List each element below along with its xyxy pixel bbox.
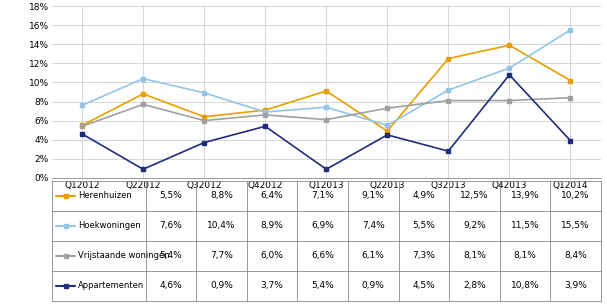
Text: 12,5%: 12,5% <box>460 192 489 200</box>
Text: 5,4%: 5,4% <box>311 282 334 290</box>
Text: Vrijstaande woningen: Vrijstaande woningen <box>78 251 170 261</box>
Text: 6,0%: 6,0% <box>260 251 283 261</box>
Text: 6,6%: 6,6% <box>311 251 334 261</box>
Text: 9,2%: 9,2% <box>463 221 486 230</box>
Text: 13,9%: 13,9% <box>510 192 540 200</box>
Text: 6,9%: 6,9% <box>311 221 334 230</box>
Text: 6,1%: 6,1% <box>362 251 385 261</box>
Text: 3,9%: 3,9% <box>564 282 587 290</box>
Text: 8,4%: 8,4% <box>565 251 587 261</box>
Text: 15,5%: 15,5% <box>561 221 590 230</box>
Text: 0,9%: 0,9% <box>210 282 233 290</box>
Text: 11,5%: 11,5% <box>510 221 540 230</box>
Text: 7,7%: 7,7% <box>210 251 233 261</box>
Text: 7,6%: 7,6% <box>160 221 183 230</box>
Text: Appartementen: Appartementen <box>78 282 144 290</box>
Text: 2,8%: 2,8% <box>463 282 486 290</box>
Text: 6,4%: 6,4% <box>261 192 283 200</box>
Text: 5,5%: 5,5% <box>412 221 435 230</box>
Text: 8,8%: 8,8% <box>210 192 233 200</box>
Text: Hoekwoningen: Hoekwoningen <box>78 221 141 230</box>
Text: 7,4%: 7,4% <box>362 221 385 230</box>
Text: 7,1%: 7,1% <box>311 192 334 200</box>
Text: 4,9%: 4,9% <box>413 192 435 200</box>
Text: 4,5%: 4,5% <box>413 282 435 290</box>
Text: 5,5%: 5,5% <box>160 192 183 200</box>
Text: 7,3%: 7,3% <box>412 251 435 261</box>
Text: 10,2%: 10,2% <box>561 192 590 200</box>
Text: 8,1%: 8,1% <box>463 251 486 261</box>
Text: 10,8%: 10,8% <box>510 282 540 290</box>
Text: 0,9%: 0,9% <box>362 282 385 290</box>
Text: 3,7%: 3,7% <box>260 282 283 290</box>
Text: 8,9%: 8,9% <box>260 221 283 230</box>
Text: 4,6%: 4,6% <box>160 282 182 290</box>
Text: 9,1%: 9,1% <box>362 192 385 200</box>
Text: Herenhuizen: Herenhuizen <box>78 192 132 200</box>
Text: 8,1%: 8,1% <box>514 251 537 261</box>
Text: 10,4%: 10,4% <box>208 221 236 230</box>
Text: 5,4%: 5,4% <box>160 251 182 261</box>
